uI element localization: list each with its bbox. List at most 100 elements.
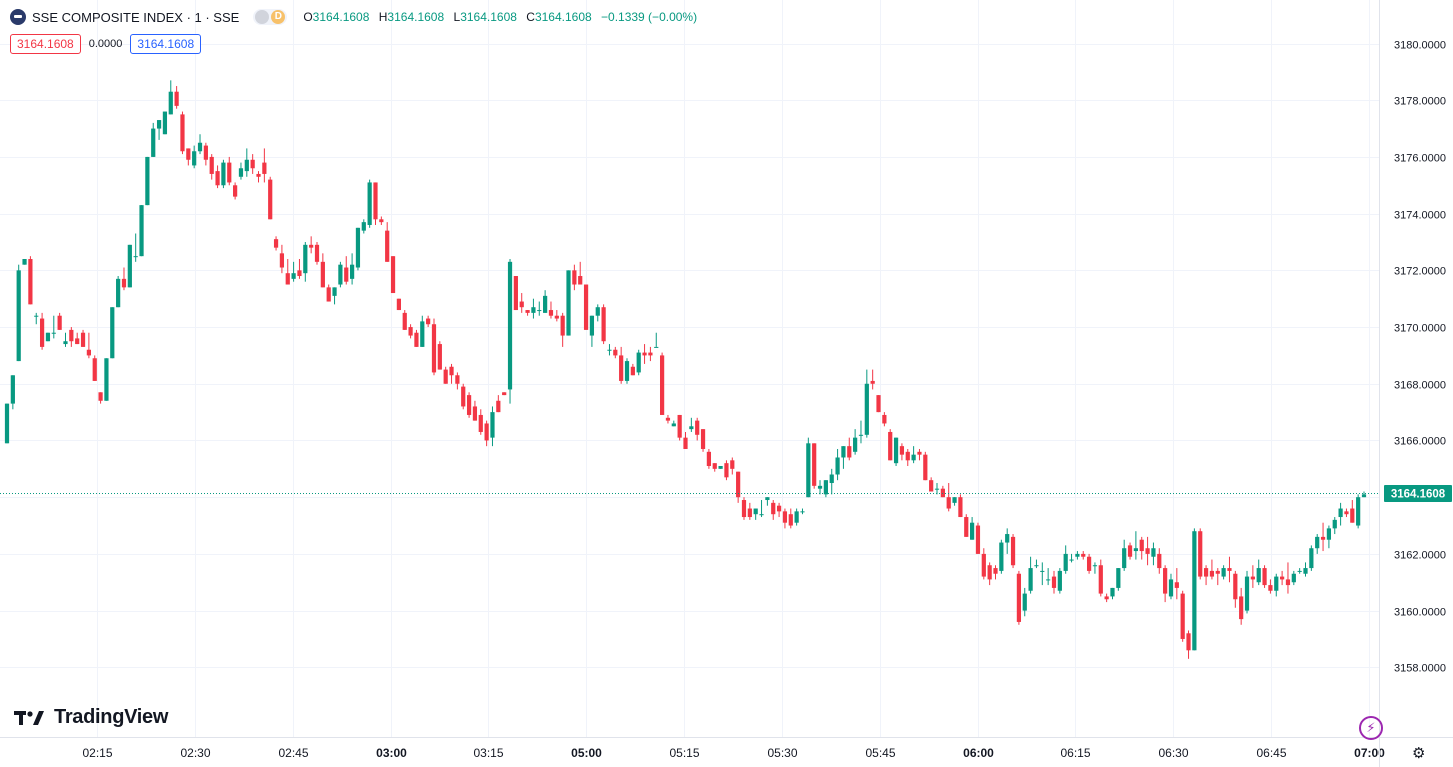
candle-body	[823, 480, 828, 495]
candle-body	[1016, 573, 1022, 622]
lightning-icon[interactable]: ⚡	[1359, 716, 1383, 740]
candle-body	[1244, 576, 1250, 611]
candle-body	[583, 284, 589, 330]
y-tick-label: 3162.0000	[1394, 550, 1446, 562]
tradingview-watermark[interactable]: TradingView	[14, 706, 168, 729]
candle-body	[1075, 553, 1080, 557]
candle-body	[466, 395, 472, 415]
low-value: 3164.1608	[460, 10, 517, 24]
candle-body	[367, 182, 372, 225]
candle-body	[724, 463, 729, 478]
candle-body	[578, 276, 583, 285]
symbol-title[interactable]: SSE COMPOSITE INDEX · 1 · SSE	[32, 9, 240, 25]
candle-body	[1098, 565, 1103, 594]
candle-body	[57, 315, 62, 330]
candle-body	[1005, 534, 1010, 543]
last-price-label-bg	[1384, 485, 1452, 502]
candle-body	[1309, 548, 1314, 569]
candle-body	[385, 230, 390, 262]
candle-body	[22, 259, 27, 265]
candle-body	[624, 361, 630, 381]
x-tick-label: 05:15	[669, 746, 699, 760]
candle-body	[759, 514, 764, 516]
candle-body	[1250, 576, 1255, 580]
candle-body	[1151, 548, 1156, 557]
candle-body	[51, 332, 56, 334]
candle-body	[782, 511, 788, 523]
candle-body	[431, 324, 437, 373]
candle-body	[817, 485, 823, 489]
candle-body	[502, 392, 507, 396]
candle-body	[174, 91, 179, 106]
candle-body	[1274, 576, 1279, 591]
candle-body	[1209, 570, 1215, 577]
candle-body	[946, 497, 951, 509]
candle-body	[1198, 531, 1203, 577]
candle-body	[1122, 548, 1127, 569]
candle-body	[741, 500, 747, 518]
candle-body	[98, 392, 103, 401]
candle-body	[162, 111, 168, 135]
quote-boxes: 3164.1608 0.0000 3164.1608	[10, 34, 202, 54]
candle-body	[373, 182, 378, 220]
candle-body	[139, 205, 144, 257]
candle-body	[1104, 596, 1109, 600]
gear-icon[interactable]: ⚙	[1412, 745, 1426, 762]
candle-body	[601, 307, 606, 342]
candle-body	[4, 403, 10, 444]
x-tick-label: 02:15	[82, 746, 112, 760]
candle-body	[595, 307, 600, 316]
candle-body	[116, 278, 121, 308]
buy-price-box[interactable]: 3164.1608	[130, 34, 202, 54]
candle-body	[648, 352, 653, 356]
candle-body	[1350, 508, 1355, 523]
visibility-pill[interactable]: D	[253, 9, 288, 25]
candle-body	[970, 522, 975, 540]
x-tick-label: 06:30	[1158, 746, 1188, 760]
candle-body	[981, 553, 986, 577]
candle-body	[1297, 570, 1302, 572]
candle-body	[490, 412, 495, 438]
candle-body	[712, 463, 717, 469]
candle-body	[355, 227, 361, 268]
candle-body	[197, 142, 203, 152]
candle-body	[1180, 593, 1185, 639]
x-tick-label: 02:30	[180, 746, 210, 760]
candle-body	[1174, 582, 1179, 588]
candle-body	[1361, 494, 1367, 498]
candle-body	[408, 327, 413, 336]
candle-body	[1040, 570, 1045, 572]
candle-body	[180, 114, 185, 152]
candle-body	[1057, 570, 1062, 591]
candle-body	[1233, 573, 1238, 600]
candle-body	[1256, 568, 1261, 583]
candle-body	[1315, 536, 1320, 549]
candle-body	[156, 120, 162, 129]
interval-badge[interactable]: D	[271, 10, 286, 24]
high-value: 3164.1608	[387, 10, 445, 24]
candle-body	[531, 307, 536, 313]
candle-body	[1268, 585, 1273, 591]
tradingview-logo-icon	[14, 710, 44, 725]
candle-body	[303, 244, 308, 274]
candle-body	[437, 344, 442, 370]
candle-body	[958, 497, 963, 518]
candle-body	[1163, 568, 1168, 594]
candle-body	[677, 414, 682, 438]
candle-body	[905, 451, 910, 461]
sse-logo-icon	[10, 9, 26, 25]
candle-body	[893, 437, 899, 464]
y-tick-label: 3160.0000	[1394, 607, 1446, 619]
candle-body	[320, 261, 325, 288]
sell-price-box[interactable]: 3164.1608	[10, 34, 81, 54]
change-value: −0.1339 (−0.00%)	[601, 10, 698, 24]
candle-body	[420, 321, 425, 347]
candle-body	[934, 488, 940, 490]
open-value: 3164.1608	[312, 10, 370, 24]
candle-body	[987, 565, 992, 580]
candle-body	[560, 315, 565, 336]
eye-icon[interactable]	[255, 10, 270, 24]
candle-body	[69, 329, 74, 342]
high-label: H	[378, 10, 388, 24]
